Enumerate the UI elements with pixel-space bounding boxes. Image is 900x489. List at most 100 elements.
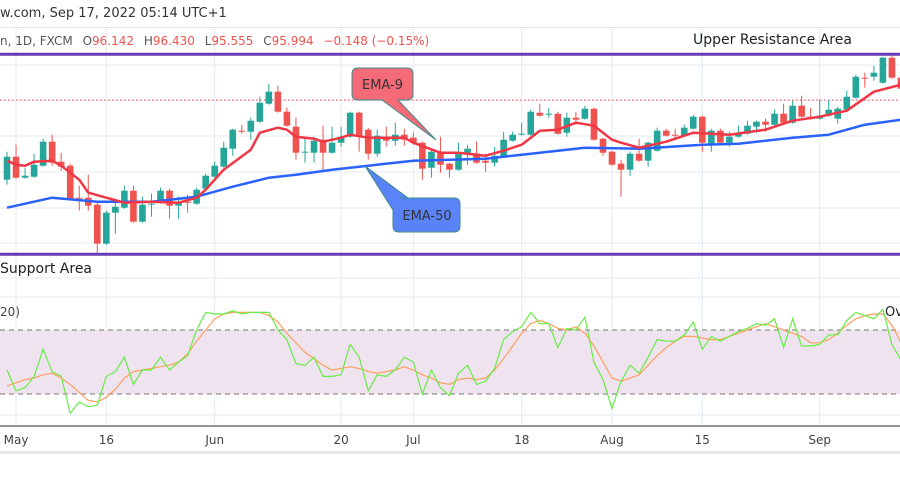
candle <box>391 122 399 146</box>
low-label: L <box>204 34 212 48</box>
candle <box>319 125 327 172</box>
candle <box>274 85 282 113</box>
candle-body <box>211 165 218 177</box>
candle <box>364 127 372 160</box>
candle <box>852 74 860 99</box>
candle-body <box>825 109 833 116</box>
candle <box>355 111 363 152</box>
rsi-title: 20) <box>0 305 20 319</box>
candle-body <box>590 108 598 140</box>
candle <box>735 125 742 138</box>
candle-body <box>717 130 724 143</box>
candle-body <box>699 116 706 143</box>
candle-body <box>364 129 372 154</box>
candle-body <box>491 155 498 163</box>
candle-body <box>554 113 562 134</box>
candle <box>455 142 462 171</box>
candle <box>148 193 155 217</box>
candle <box>500 131 507 158</box>
candle-body <box>319 139 327 153</box>
x-tick-label: Sep <box>808 433 831 447</box>
candle <box>473 141 480 164</box>
candle <box>57 152 65 171</box>
candle-body <box>527 111 535 135</box>
candle-body <box>3 156 11 180</box>
candle-body <box>148 203 155 205</box>
candle-body <box>292 126 300 153</box>
candle <box>301 136 309 163</box>
candle-body <box>346 112 354 137</box>
candle-body <box>708 130 715 144</box>
candle <box>437 136 444 173</box>
high-value: 96.430 <box>152 34 195 48</box>
rsi-signal-line <box>6 311 900 403</box>
candle-body <box>274 91 282 112</box>
candle <box>527 109 535 136</box>
candle-body <box>157 190 164 203</box>
candle <box>635 138 643 162</box>
candle-body <box>653 130 661 151</box>
candle-body <box>337 136 345 143</box>
candle <box>66 163 74 200</box>
candle-body <box>789 105 796 123</box>
callout-label: EMA-9 <box>362 78 403 93</box>
candle-body <box>48 141 56 163</box>
chart-top-bar: w.com, Sep 17, 2022 05:14 UTC+1 <box>0 0 900 28</box>
candle <box>166 188 173 219</box>
candle-body <box>202 175 209 189</box>
candle <box>879 56 887 84</box>
x-tick-label: 18 <box>514 433 529 447</box>
candle-body <box>121 190 128 208</box>
candle-body <box>328 142 336 153</box>
open-label: O <box>82 34 93 48</box>
open-value: 96.142 <box>92 34 135 48</box>
candle <box>247 117 255 140</box>
candle <box>446 162 453 178</box>
candle-body <box>662 130 670 136</box>
candle-body <box>39 141 47 166</box>
ema50-line <box>6 118 900 209</box>
low-value: 95.555 <box>211 34 254 48</box>
candle-body <box>75 197 83 199</box>
change-value: −0.148 (−0.15%) <box>323 34 430 48</box>
candle-body <box>861 77 869 79</box>
x-tick-label: 15 <box>695 433 710 447</box>
candle-body <box>410 137 417 143</box>
candle <box>3 151 11 185</box>
symbol-info[interactable]: n, 1D, FXCM <box>0 34 73 48</box>
candle <box>717 128 724 144</box>
candle <box>283 107 291 127</box>
candle-body <box>897 77 900 89</box>
candle-body <box>283 111 291 126</box>
candle <box>870 65 878 81</box>
candle <box>599 137 607 156</box>
chart-bottom-border <box>0 451 900 454</box>
x-tick-label: May <box>4 433 29 447</box>
candle-body <box>500 139 507 157</box>
candle-body <box>256 102 264 122</box>
candle-body <box>635 153 643 161</box>
candle-body <box>726 136 733 143</box>
candle-body <box>229 129 237 149</box>
x-tick-label: 20 <box>333 433 348 447</box>
candle <box>608 150 616 166</box>
candle <box>662 128 670 137</box>
candle <box>861 72 869 88</box>
candle <box>310 136 318 163</box>
candle <box>12 144 20 179</box>
candle-body <box>30 164 38 177</box>
candle-body <box>12 156 20 178</box>
candle-body <box>599 138 607 153</box>
candle-body <box>536 112 544 116</box>
candle <box>220 141 228 168</box>
candle <box>130 185 137 223</box>
x-tick-label: 16 <box>99 433 114 447</box>
ema9-line <box>6 83 900 204</box>
close-value: 95.994 <box>271 34 314 48</box>
candle-body <box>518 133 526 135</box>
candle-body <box>852 76 860 98</box>
candle-body <box>166 190 173 206</box>
candle-body <box>94 204 101 244</box>
ema50-callout: EMA-50 <box>364 165 461 233</box>
